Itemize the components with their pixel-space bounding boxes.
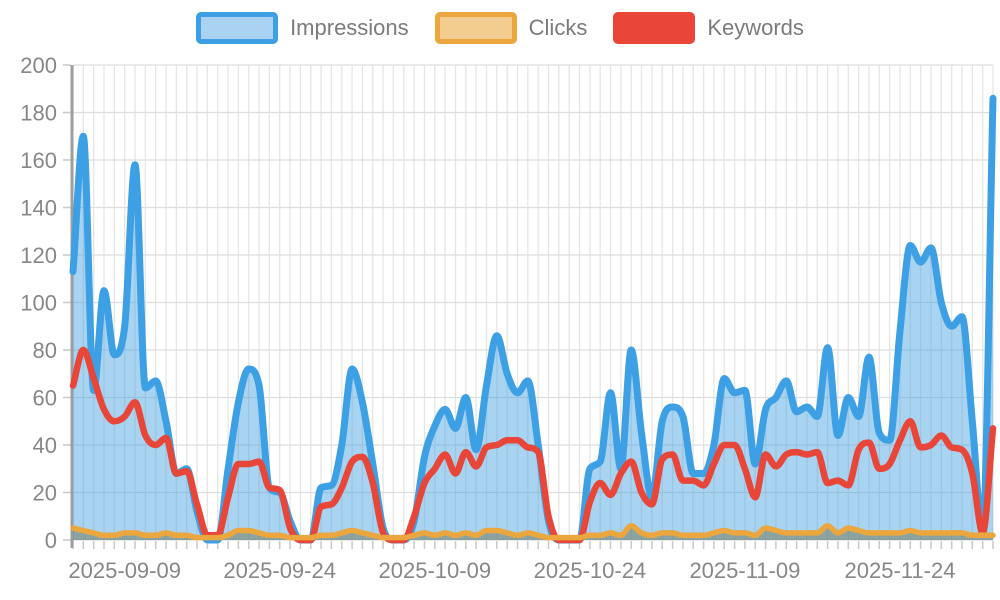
legend-item-clicks[interactable]: Clicks	[434, 12, 588, 44]
svg-text:2025-11-24: 2025-11-24	[845, 558, 956, 583]
impressions-swatch-icon	[196, 12, 279, 44]
keywords-line	[69, 346, 997, 544]
svg-text:100: 100	[20, 291, 57, 316]
svg-text:2025-10-09: 2025-10-09	[379, 558, 492, 583]
svg-text:60: 60	[33, 386, 57, 411]
chart-legend: Impressions Clicks Keywords	[0, 12, 1000, 44]
legend-item-keywords[interactable]: Keywords	[613, 12, 804, 44]
clicks-line	[70, 523, 996, 541]
svg-text:200: 200	[20, 53, 57, 78]
legend-item-impressions[interactable]: Impressions	[196, 12, 409, 44]
svg-text:80: 80	[33, 338, 57, 363]
svg-text:0: 0	[45, 528, 57, 553]
svg-text:40: 40	[33, 433, 57, 458]
svg-text:160: 160	[20, 148, 57, 173]
svg-text:140: 140	[20, 196, 57, 221]
legend-label-keywords: Keywords	[707, 15, 804, 40]
y-axis-labels: 0 20 40 60 80 100 120 140 160 180 200	[20, 53, 57, 553]
svg-text:2025-09-09: 2025-09-09	[68, 558, 181, 583]
keywords-swatch-icon	[613, 12, 696, 44]
x-axis-labels: 2025-09-09 2025-09-24 2025-10-09 2025-10-24…	[68, 558, 955, 583]
legend-label-impressions: Impressions	[290, 15, 409, 40]
legend-label-clicks: Clicks	[528, 15, 588, 40]
svg-text:2025-09-24: 2025-09-24	[223, 558, 336, 583]
svg-text:2025-10-24: 2025-10-24	[534, 558, 647, 583]
svg-text:20: 20	[33, 481, 57, 506]
svg-text:180: 180	[20, 101, 57, 126]
svg-text:2025-11-09: 2025-11-09	[689, 558, 800, 583]
clicks-swatch-icon	[434, 12, 517, 44]
svg-text:120: 120	[20, 243, 57, 268]
